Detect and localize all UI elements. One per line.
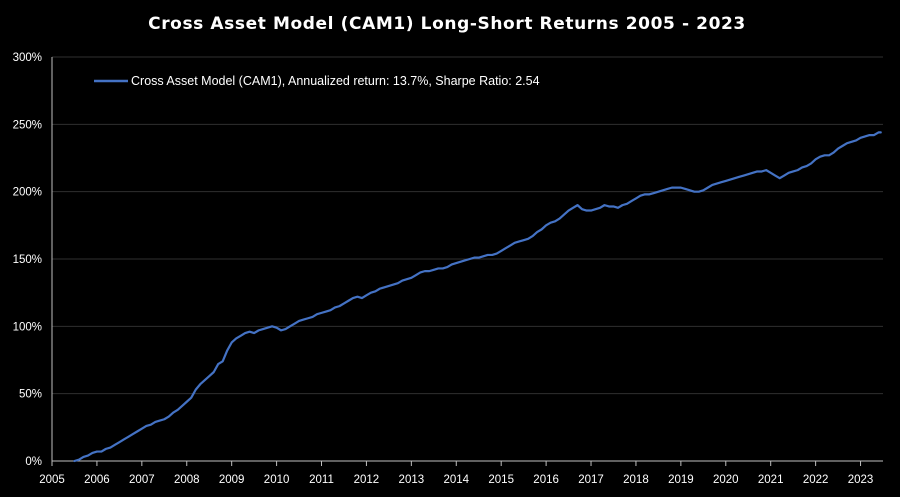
axes bbox=[51, 57, 883, 466]
x-tick-label: 2016 bbox=[533, 474, 559, 486]
x-tick-label: 2019 bbox=[668, 474, 694, 486]
y-tick-label: 50% bbox=[19, 389, 42, 401]
x-tick-label: 2008 bbox=[174, 474, 200, 486]
y-tick-label: 150% bbox=[13, 254, 42, 266]
x-tick-label: 2020 bbox=[713, 474, 739, 486]
x-tick-label: 2013 bbox=[399, 474, 425, 486]
gridlines bbox=[52, 56, 883, 395]
y-tick-label: 250% bbox=[13, 119, 42, 131]
x-tick-label: 2014 bbox=[443, 474, 469, 486]
x-tick-label: 2010 bbox=[264, 474, 290, 486]
y-tick-label: 300% bbox=[13, 52, 42, 64]
series-line bbox=[73, 131, 882, 463]
x-tick-label: 2011 bbox=[309, 474, 334, 486]
x-tick-label: 2006 bbox=[84, 474, 110, 486]
y-tick-label: 100% bbox=[13, 321, 42, 333]
y-tick-label: 200% bbox=[13, 187, 42, 199]
x-tick-label: 2009 bbox=[219, 474, 245, 486]
y-tick-label: 0% bbox=[25, 456, 42, 468]
x-tick-label: 2017 bbox=[578, 474, 604, 486]
x-tick-label: 2022 bbox=[803, 474, 829, 486]
x-tick-label: 2023 bbox=[848, 474, 874, 486]
x-tick-label: 2005 bbox=[39, 474, 65, 486]
chart-title: Cross Asset Model (CAM1) Long-Short Retu… bbox=[148, 14, 746, 34]
x-tick-labels: 2005 2006 2007 2008 2009 2010 2011 2012 2013 2014… bbox=[39, 474, 873, 486]
x-tick-label: 2018 bbox=[623, 474, 649, 486]
x-tick-label: 2015 bbox=[488, 474, 514, 486]
legend-label: Cross Asset Model (CAM1), Annualized ret… bbox=[131, 74, 540, 88]
legend: Cross Asset Model (CAM1), Annualized ret… bbox=[94, 74, 540, 88]
x-tick-label: 2021 bbox=[758, 474, 784, 486]
x-tick-label: 2012 bbox=[354, 474, 380, 486]
series-group bbox=[73, 131, 882, 463]
x-tick-label: 2007 bbox=[129, 474, 155, 486]
y-tick-labels: 0% 50% 100% 150% 200% 250% 300% bbox=[13, 52, 42, 468]
